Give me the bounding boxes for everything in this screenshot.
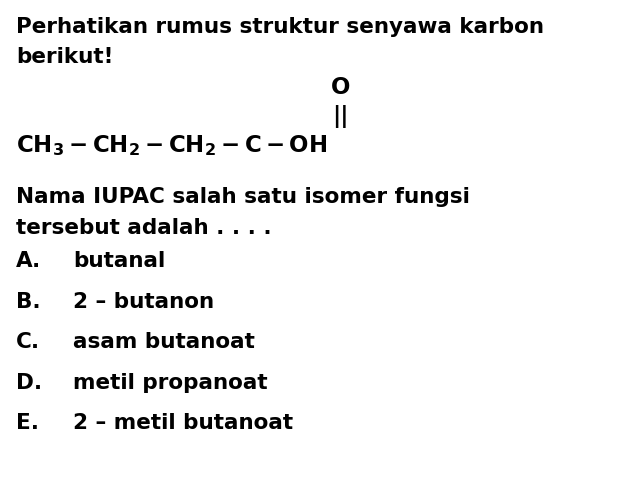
Text: B.: B. — [16, 292, 41, 312]
Text: D.: D. — [16, 373, 42, 393]
Text: A.: A. — [16, 251, 41, 272]
Text: E.: E. — [16, 413, 39, 433]
Text: tersebut adalah . . . .: tersebut adalah . . . . — [16, 218, 271, 238]
Text: 2 – butanon: 2 – butanon — [73, 292, 215, 312]
Text: O: O — [331, 76, 350, 100]
Text: asam butanoat: asam butanoat — [73, 332, 255, 352]
Text: berikut!: berikut! — [16, 47, 113, 67]
Text: 2 – metil butanoat: 2 – metil butanoat — [73, 413, 294, 433]
Text: Perhatikan rumus struktur senyawa karbon: Perhatikan rumus struktur senyawa karbon — [16, 17, 544, 37]
Text: metil propanoat: metil propanoat — [73, 373, 268, 393]
Text: C.: C. — [16, 332, 40, 352]
Text: butanal: butanal — [73, 251, 166, 272]
Text: ||: || — [333, 105, 349, 128]
Text: Nama IUPAC salah satu isomer fungsi: Nama IUPAC salah satu isomer fungsi — [16, 187, 470, 208]
Text: $\mathbf{CH_3 - CH_2 - CH_2 - C - OH}$: $\mathbf{CH_3 - CH_2 - CH_2 - C - OH}$ — [16, 133, 327, 158]
